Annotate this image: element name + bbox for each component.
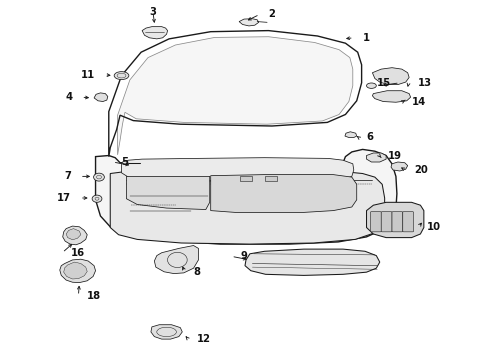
Text: 5: 5 bbox=[122, 157, 128, 167]
Ellipse shape bbox=[367, 83, 376, 88]
Polygon shape bbox=[118, 37, 353, 155]
Ellipse shape bbox=[114, 72, 129, 80]
Polygon shape bbox=[142, 27, 168, 39]
Polygon shape bbox=[154, 246, 198, 274]
Text: 12: 12 bbox=[197, 334, 211, 344]
Text: 16: 16 bbox=[71, 248, 85, 258]
Polygon shape bbox=[66, 229, 81, 240]
Text: 6: 6 bbox=[367, 132, 373, 142]
Polygon shape bbox=[211, 175, 357, 212]
Text: 19: 19 bbox=[388, 150, 402, 161]
Polygon shape bbox=[96, 149, 397, 244]
FancyBboxPatch shape bbox=[370, 212, 381, 232]
Text: 17: 17 bbox=[57, 193, 71, 203]
Text: 10: 10 bbox=[427, 222, 441, 232]
FancyBboxPatch shape bbox=[392, 212, 403, 232]
Polygon shape bbox=[110, 172, 385, 244]
Text: 18: 18 bbox=[87, 291, 101, 301]
FancyBboxPatch shape bbox=[240, 176, 252, 181]
Polygon shape bbox=[60, 259, 96, 283]
Text: 8: 8 bbox=[194, 267, 200, 277]
FancyBboxPatch shape bbox=[381, 212, 392, 232]
Text: 20: 20 bbox=[414, 165, 428, 175]
Text: 9: 9 bbox=[240, 251, 247, 261]
Text: 11: 11 bbox=[81, 70, 96, 80]
Text: 1: 1 bbox=[363, 33, 370, 43]
Polygon shape bbox=[63, 226, 87, 245]
Circle shape bbox=[94, 173, 104, 181]
Polygon shape bbox=[245, 249, 380, 275]
Text: 2: 2 bbox=[269, 9, 275, 19]
Polygon shape bbox=[372, 68, 409, 85]
Polygon shape bbox=[122, 158, 354, 182]
Polygon shape bbox=[126, 176, 210, 210]
Text: 3: 3 bbox=[149, 6, 156, 17]
Polygon shape bbox=[151, 325, 182, 339]
Polygon shape bbox=[345, 132, 357, 138]
Polygon shape bbox=[372, 91, 411, 102]
Polygon shape bbox=[367, 153, 386, 162]
FancyBboxPatch shape bbox=[403, 212, 414, 232]
Text: 4: 4 bbox=[65, 92, 73, 102]
Polygon shape bbox=[391, 162, 408, 171]
Polygon shape bbox=[64, 262, 87, 279]
Text: 7: 7 bbox=[64, 171, 71, 181]
Polygon shape bbox=[239, 19, 259, 26]
Circle shape bbox=[92, 195, 102, 202]
Text: 15: 15 bbox=[377, 78, 391, 88]
Text: 13: 13 bbox=[417, 78, 432, 88]
Polygon shape bbox=[94, 93, 108, 102]
Polygon shape bbox=[367, 202, 424, 238]
FancyBboxPatch shape bbox=[265, 176, 277, 181]
Text: 14: 14 bbox=[412, 96, 426, 107]
